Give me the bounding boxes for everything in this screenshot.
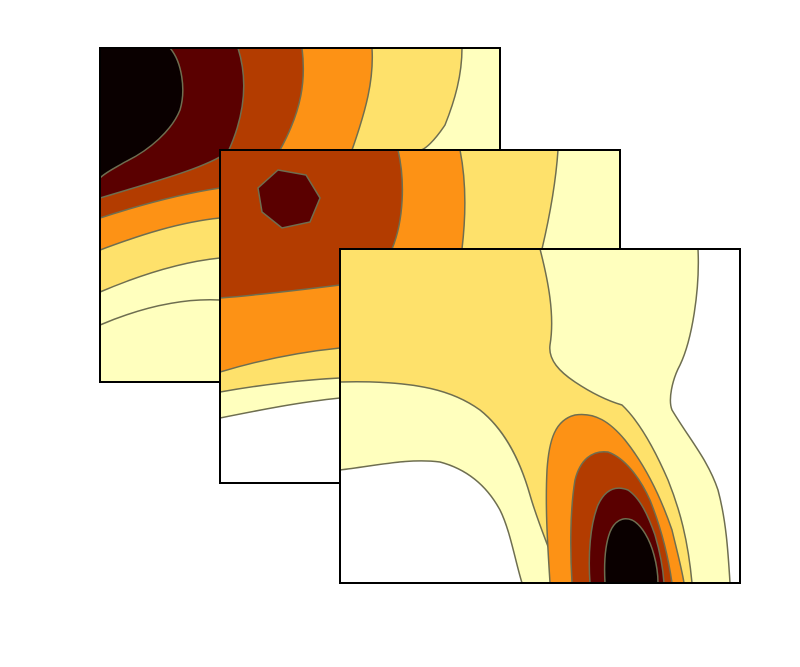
front-level-6 [603, 518, 659, 583]
back-level-6 [100, 48, 184, 180]
mid-level-5 [257, 169, 321, 229]
front-frame [339, 248, 741, 584]
contour-panel-front [339, 248, 741, 584]
